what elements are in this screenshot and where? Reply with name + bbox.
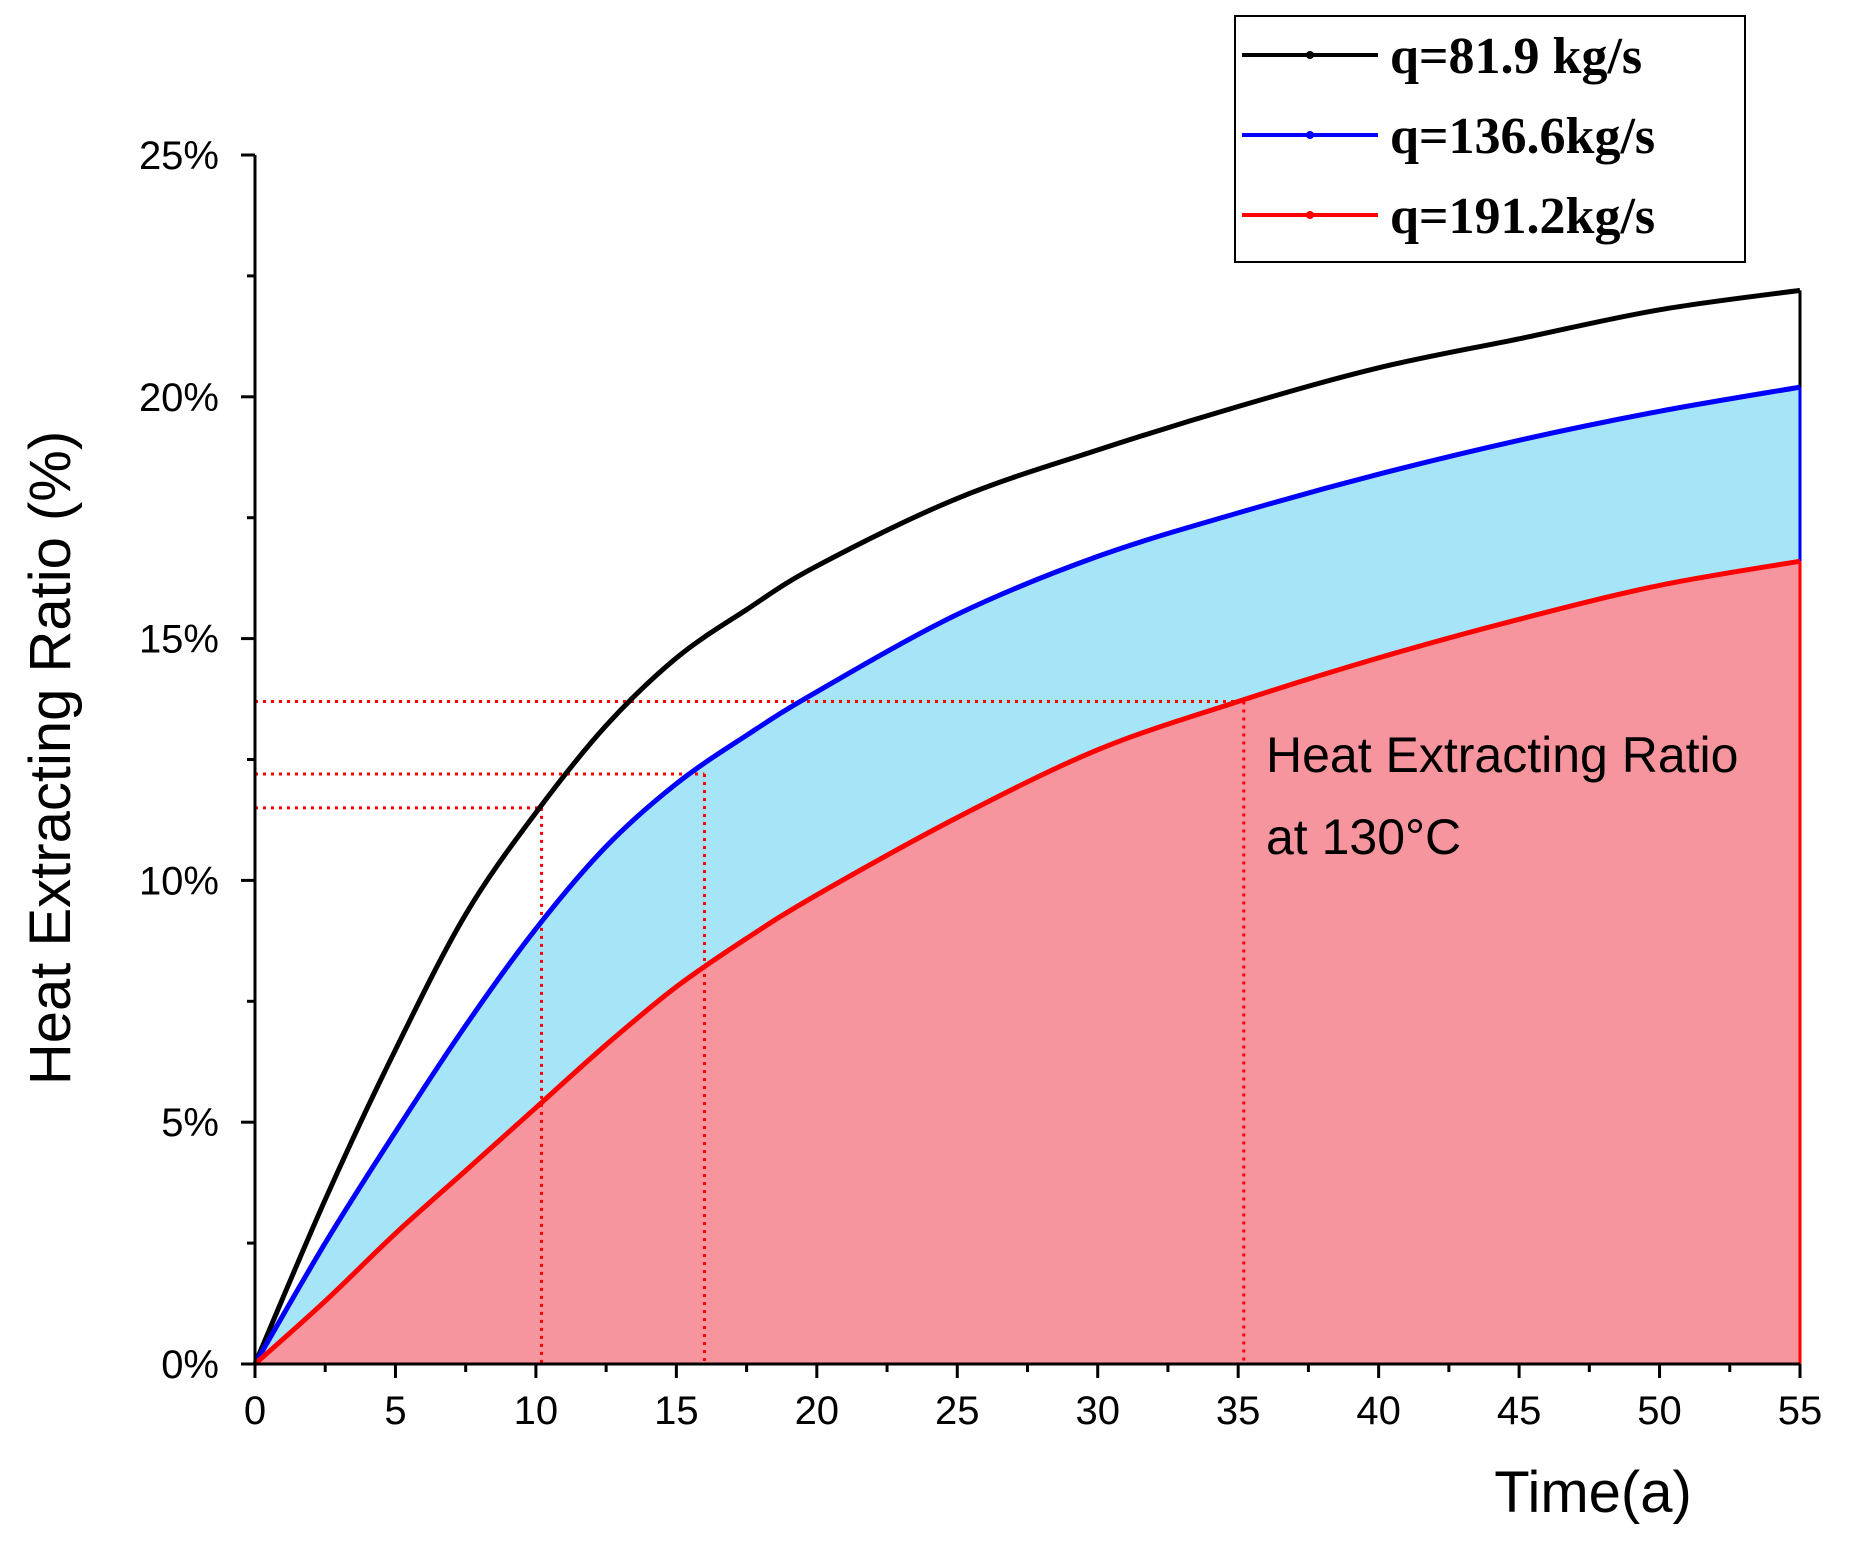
x-tick-label: 0 <box>244 1389 266 1433</box>
annotation-line1: Heat Extracting Ratio <box>1266 727 1738 783</box>
x-tick-label: 5 <box>384 1389 406 1433</box>
legend-marker-q191 <box>1306 211 1314 219</box>
x-tick-label: 40 <box>1356 1389 1401 1433</box>
reference-lines <box>255 699 1246 1364</box>
fill-band-q136 <box>255 387 1800 1365</box>
x-tick-label: 25 <box>935 1389 980 1433</box>
y-ticks: 0% 5% 10% 15% 20% 25% <box>139 134 255 1387</box>
y-axis-title: Heat Extracting Ratio (%) <box>18 431 83 1085</box>
legend-marker-q81 <box>1306 51 1314 59</box>
legend-entry: q=191.2kg/s <box>1242 188 1655 245</box>
series-lines <box>252 287 1802 1366</box>
x-tick-label: 15 <box>654 1389 699 1433</box>
series-line-q191 <box>253 558 1801 1366</box>
fill-area-q191 <box>255 561 1800 1364</box>
y-tick-label: 0% <box>161 1343 219 1387</box>
legend-label-q81: q=81.9 kg/s <box>1390 28 1642 85</box>
y-tick-label: 20% <box>139 376 219 420</box>
y-tick-label: 15% <box>139 618 219 662</box>
x-axis-title: Time(a) <box>1494 1460 1692 1525</box>
legend-entry: q=81.9 kg/s <box>1242 28 1642 85</box>
legend-label-q136: q=136.6kg/s <box>1390 108 1655 165</box>
x-tick-label: 50 <box>1637 1389 1682 1433</box>
area-fills <box>255 387 1800 1365</box>
x-tick-label: 45 <box>1497 1389 1542 1433</box>
annotation: Heat Extracting Ratio at 130°C <box>1266 727 1738 865</box>
annotation-line2: at 130°C <box>1266 809 1461 865</box>
y-tick-label: 25% <box>139 134 219 178</box>
legend: q=81.9 kg/s q=136.6kg/s q=191.2kg/s <box>1234 15 1746 263</box>
x-tick-label: 35 <box>1216 1389 1261 1433</box>
y-tick-label: 5% <box>161 1101 219 1145</box>
legend-marker-q136 <box>1306 131 1314 139</box>
legend-label-q191: q=191.2kg/s <box>1390 188 1655 245</box>
series-line-q81 <box>252 287 1801 1365</box>
series-line-q136 <box>252 384 1801 1366</box>
x-ticks: 0 5 10 15 20 25 30 35 40 45 50 55 <box>244 1364 1822 1433</box>
x-tick-label: 30 <box>1075 1389 1120 1433</box>
legend-entry: q=136.6kg/s <box>1242 108 1655 165</box>
x-tick-label: 55 <box>1778 1389 1823 1433</box>
x-tick-label: 20 <box>795 1389 840 1433</box>
y-tick-label: 10% <box>139 859 219 903</box>
x-tick-label: 10 <box>514 1389 559 1433</box>
